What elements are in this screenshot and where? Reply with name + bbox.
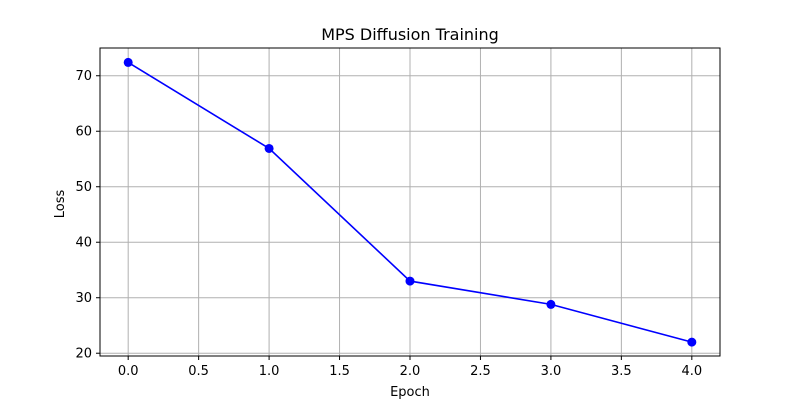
x-tick-label: 2.0 [400,364,421,379]
x-tick-label: 2.5 [470,364,491,379]
y-axis-label: Loss [53,190,68,219]
y-tick-label: 50 [75,180,92,195]
x-axis: 0.0 0.5 1.0 1.5 2.0 2.5 3.0 3.5 4.0 [118,356,702,379]
x-tick-label: 3.5 [611,364,632,379]
x-tick-label: 1.5 [329,364,350,379]
y-tick-label: 60 [75,125,92,140]
y-tick-label: 30 [75,291,92,306]
data-point [546,299,556,309]
x-tick-label: 0.5 [188,364,209,379]
y-tick-label: 20 [75,347,92,362]
x-tick-label: 1.0 [259,364,280,379]
data-point [123,57,133,67]
y-tick-label: 40 [75,236,92,251]
data-point [264,143,274,153]
data-point [405,276,415,286]
x-tick-label: 0.0 [118,364,139,379]
x-tick-label: 4.0 [681,364,702,379]
y-axis: 20 30 40 50 60 70 [75,69,100,362]
chart-title: MPS Diffusion Training [321,25,499,44]
grid [100,48,720,356]
series-layer [123,57,697,347]
data-point [687,337,697,347]
x-axis-label: Epoch [390,385,430,400]
x-tick-label: 3.0 [541,364,562,379]
y-tick-label: 70 [75,69,92,84]
